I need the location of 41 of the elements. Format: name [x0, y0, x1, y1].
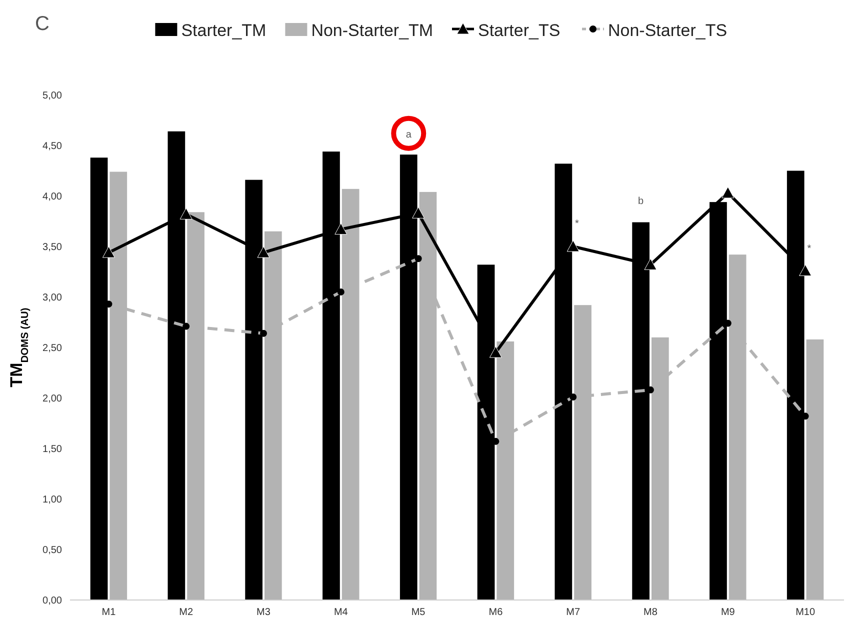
annotation: *: [807, 244, 812, 255]
legend-label: Starter_TS: [478, 21, 560, 40]
x-tick-label: M10: [796, 607, 816, 618]
annotation: *: [575, 218, 580, 230]
text: C: [35, 13, 50, 35]
x-tick-label: M3: [256, 607, 271, 618]
point: [566, 240, 580, 252]
point: [489, 346, 502, 358]
point: [257, 246, 270, 258]
point: [180, 208, 192, 220]
point: [412, 206, 425, 218]
point: [644, 258, 657, 270]
y-tick-label: 1,50: [42, 444, 62, 455]
y-tick-label: 3,50: [42, 242, 62, 253]
y-tick-label: 5,00: [42, 90, 62, 102]
x-tick-label: M9: [720, 607, 736, 618]
y-tick-label: 0,50: [42, 545, 62, 556]
y-tick-label: 4,50: [42, 141, 62, 152]
legend-label: Starter_TM: [181, 21, 266, 40]
y-tick-label: 0,00: [42, 596, 62, 606]
point: [722, 186, 734, 198]
x-tick-label: M7: [566, 607, 580, 618]
y-tick-label: 2,50: [42, 343, 62, 354]
x-tick-label: M5: [411, 607, 426, 618]
bar: [806, 339, 824, 600]
legend-label: Non-Starter_TM: [311, 21, 434, 40]
x-tick-label: M8: [644, 607, 658, 618]
y-tick-label: 4,00: [42, 192, 62, 202]
y-tick-label: 3,00: [42, 292, 62, 304]
point: [799, 264, 812, 276]
point: [334, 223, 348, 235]
x-tick-label: M4: [334, 607, 348, 618]
x-tick-label: M6: [488, 607, 504, 618]
y-tick-label: 2,00: [42, 394, 62, 404]
x-tick-label: M2: [179, 607, 194, 618]
y-tick-label: 1,00: [42, 494, 62, 506]
annotation: a: [406, 129, 412, 140]
legend-label: Non-Starter_TS: [608, 21, 728, 40]
point: [102, 246, 115, 258]
annotation: b: [638, 196, 644, 208]
x-tick-label: M1: [102, 607, 116, 618]
